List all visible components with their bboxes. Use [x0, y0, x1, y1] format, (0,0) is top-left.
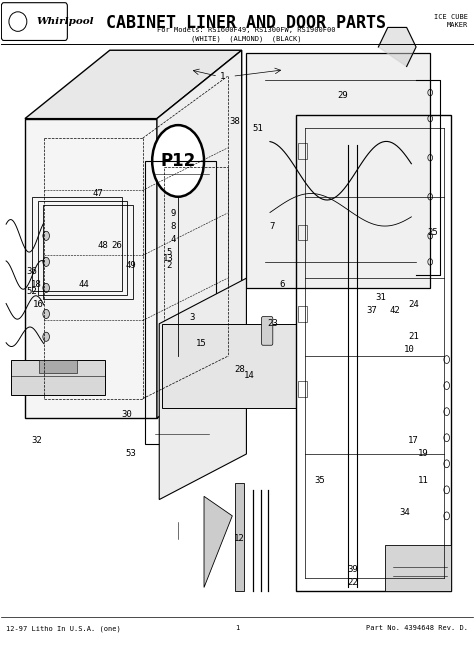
Text: 9: 9: [171, 209, 176, 218]
Bar: [298, 225, 307, 241]
Text: 6: 6: [279, 280, 284, 289]
Polygon shape: [159, 278, 246, 500]
Text: 47: 47: [92, 189, 103, 198]
Text: 2: 2: [166, 261, 172, 269]
Text: P12: P12: [161, 152, 196, 170]
Text: 42: 42: [390, 306, 400, 315]
Text: Whirlpool: Whirlpool: [36, 17, 94, 26]
Text: 30: 30: [121, 411, 132, 419]
Text: 26: 26: [111, 241, 122, 250]
Circle shape: [43, 332, 49, 341]
Polygon shape: [25, 50, 242, 118]
Text: 29: 29: [337, 92, 348, 100]
Text: 48: 48: [97, 241, 108, 250]
Text: 37: 37: [366, 306, 377, 315]
Bar: [298, 306, 307, 322]
FancyBboxPatch shape: [262, 317, 273, 345]
Circle shape: [43, 309, 49, 318]
Text: 36: 36: [27, 267, 37, 276]
Text: 31: 31: [375, 293, 386, 302]
Circle shape: [43, 257, 49, 266]
Text: 32: 32: [31, 436, 42, 445]
Polygon shape: [162, 324, 296, 408]
Text: 13: 13: [164, 254, 174, 263]
Text: 5: 5: [166, 248, 172, 256]
Circle shape: [43, 283, 49, 292]
Polygon shape: [204, 496, 232, 587]
Polygon shape: [246, 54, 430, 288]
Polygon shape: [157, 50, 242, 418]
Text: 21: 21: [408, 332, 419, 341]
Text: 39: 39: [347, 565, 358, 574]
Text: 8: 8: [171, 222, 176, 231]
Text: 52: 52: [27, 286, 37, 296]
Text: ICE CUBE
MAKER: ICE CUBE MAKER: [434, 14, 468, 28]
Polygon shape: [378, 27, 416, 67]
Circle shape: [152, 125, 204, 197]
Text: 38: 38: [229, 117, 240, 126]
Text: 44: 44: [79, 280, 89, 289]
Polygon shape: [235, 483, 244, 591]
Text: 11: 11: [418, 475, 428, 485]
Text: CABINET LINER AND DOOR PARTS: CABINET LINER AND DOOR PARTS: [107, 14, 386, 33]
Polygon shape: [39, 360, 77, 373]
Text: 25: 25: [427, 228, 438, 237]
Text: 18: 18: [31, 280, 42, 289]
FancyBboxPatch shape: [1, 3, 67, 41]
Text: 23: 23: [267, 319, 278, 328]
Text: 34: 34: [399, 508, 410, 517]
Text: 12: 12: [234, 534, 245, 543]
Text: 3: 3: [190, 313, 195, 322]
Polygon shape: [25, 118, 157, 418]
Text: 19: 19: [418, 449, 428, 458]
Polygon shape: [385, 545, 451, 591]
Text: 22: 22: [347, 577, 358, 587]
Text: For Models: RS1600F49, RS1300FW, RS1900F00: For Models: RS1600F49, RS1300FW, RS1900F…: [157, 27, 336, 33]
Text: 24: 24: [408, 300, 419, 309]
Text: 35: 35: [314, 475, 325, 485]
Text: 10: 10: [404, 345, 414, 354]
Text: 12-97 Litho In U.S.A. (one): 12-97 Litho In U.S.A. (one): [6, 625, 121, 632]
Text: 51: 51: [253, 124, 264, 133]
Text: 28: 28: [234, 365, 245, 374]
Text: 49: 49: [126, 261, 137, 269]
Text: 4: 4: [171, 235, 176, 243]
Text: 1: 1: [235, 625, 239, 631]
Bar: [298, 143, 307, 159]
Text: 7: 7: [270, 222, 275, 231]
Polygon shape: [11, 360, 105, 396]
Bar: [298, 381, 307, 397]
Text: 16: 16: [33, 300, 44, 309]
Text: (WHITE)  (ALMOND)  (BLACK): (WHITE) (ALMOND) (BLACK): [191, 35, 301, 42]
Text: 1: 1: [220, 72, 226, 81]
Circle shape: [43, 232, 49, 241]
Text: 17: 17: [408, 436, 419, 445]
Text: 15: 15: [196, 339, 207, 348]
Text: 14: 14: [244, 371, 254, 381]
Text: 53: 53: [126, 449, 137, 458]
Text: Part No. 4394648 Rev. D.: Part No. 4394648 Rev. D.: [366, 625, 468, 631]
